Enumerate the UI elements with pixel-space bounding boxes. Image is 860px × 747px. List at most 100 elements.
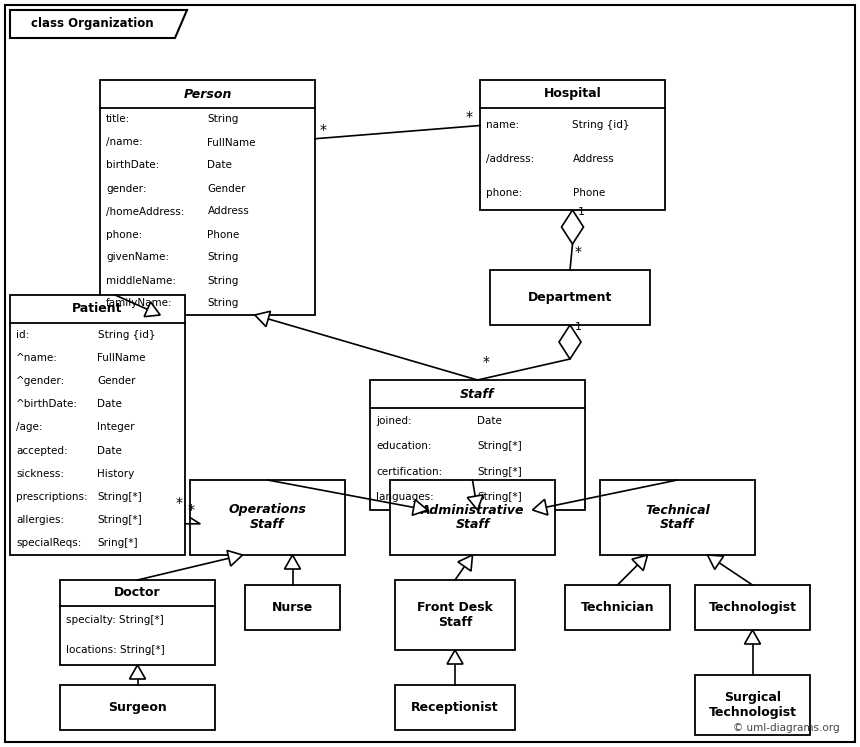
Polygon shape <box>559 325 581 359</box>
Polygon shape <box>562 210 583 244</box>
Text: title:: title: <box>106 114 130 125</box>
Text: String[*]: String[*] <box>477 492 522 502</box>
Text: /homeAddress:: /homeAddress: <box>106 206 184 217</box>
Polygon shape <box>632 555 648 571</box>
Polygon shape <box>447 650 463 664</box>
Bar <box>370 380 585 510</box>
Bar <box>395 685 515 730</box>
Text: ^name:: ^name: <box>16 353 58 363</box>
Text: Patient: Patient <box>72 303 123 315</box>
Polygon shape <box>285 555 300 569</box>
Bar <box>395 580 515 650</box>
Text: Person: Person <box>183 87 231 101</box>
Polygon shape <box>708 555 723 569</box>
Text: phone:: phone: <box>486 188 522 198</box>
Text: givenName:: givenName: <box>106 252 169 262</box>
Text: Surgeon: Surgeon <box>108 701 167 714</box>
Text: FullName: FullName <box>97 353 146 363</box>
Polygon shape <box>130 665 145 679</box>
Text: specialReqs:: specialReqs: <box>16 539 82 548</box>
Bar <box>490 270 650 325</box>
Text: accepted:: accepted: <box>16 446 68 456</box>
Text: /name:: /name: <box>106 137 143 147</box>
Text: specialty: String[*]: specialty: String[*] <box>66 616 163 625</box>
Text: prescriptions:: prescriptions: <box>16 492 88 502</box>
Text: middleName:: middleName: <box>106 276 176 285</box>
Text: name:: name: <box>486 120 519 130</box>
Text: String[*]: String[*] <box>97 515 142 525</box>
Text: Technologist: Technologist <box>709 601 796 614</box>
Polygon shape <box>10 10 187 38</box>
Text: allergies:: allergies: <box>16 515 64 525</box>
Text: Administrative
Staff: Administrative Staff <box>421 503 525 532</box>
Text: Front Desk
Staff: Front Desk Staff <box>417 601 493 629</box>
Text: *: * <box>466 110 473 123</box>
Text: String: String <box>207 299 239 309</box>
Bar <box>60 580 215 665</box>
Text: Address: Address <box>207 206 249 217</box>
Polygon shape <box>458 555 472 571</box>
Text: /age:: /age: <box>16 422 42 433</box>
Text: Technician: Technician <box>580 601 654 614</box>
Text: Date: Date <box>207 161 232 170</box>
Text: *: * <box>482 355 489 369</box>
Text: Surgical
Technologist: Surgical Technologist <box>709 691 796 719</box>
Text: Operations
Staff: Operations Staff <box>229 503 306 532</box>
Text: phone:: phone: <box>106 229 142 240</box>
Text: String[*]: String[*] <box>97 492 142 502</box>
Text: ^gender:: ^gender: <box>16 376 65 386</box>
Text: /address:: /address: <box>486 154 534 164</box>
Text: certification:: certification: <box>376 467 442 477</box>
Text: Receptionist: Receptionist <box>411 701 499 714</box>
Text: String: String <box>207 276 239 285</box>
Text: Gender: Gender <box>207 184 246 193</box>
Polygon shape <box>227 551 243 566</box>
Text: familyName:: familyName: <box>106 299 173 309</box>
Text: ^birthDate:: ^birthDate: <box>16 399 78 409</box>
Text: *: * <box>176 497 183 510</box>
Bar <box>600 480 755 555</box>
Bar <box>100 80 315 315</box>
Bar <box>10 295 185 555</box>
Bar <box>390 480 555 555</box>
Text: 1: 1 <box>575 322 582 332</box>
Polygon shape <box>532 499 548 515</box>
Text: Hospital: Hospital <box>544 87 601 101</box>
Text: gender:: gender: <box>106 184 146 193</box>
Bar <box>60 685 215 730</box>
Bar <box>695 675 810 735</box>
Text: class Organization: class Organization <box>31 17 154 31</box>
Text: Doctor: Doctor <box>114 586 161 599</box>
Text: Staff: Staff <box>460 388 494 400</box>
Text: Nurse: Nurse <box>272 601 313 614</box>
Text: Phone: Phone <box>573 188 605 198</box>
Text: Date: Date <box>97 446 122 456</box>
Text: FullName: FullName <box>207 137 256 147</box>
Text: Date: Date <box>477 416 502 426</box>
Text: 1: 1 <box>578 207 585 217</box>
Polygon shape <box>144 302 160 317</box>
Text: id:: id: <box>16 329 29 340</box>
Text: *: * <box>575 245 582 259</box>
Bar <box>245 585 340 630</box>
Text: *: * <box>188 503 195 517</box>
Text: History: History <box>97 469 135 479</box>
Text: String: String <box>207 252 239 262</box>
Text: Technical
Staff: Technical Staff <box>645 503 710 532</box>
Text: birthDate:: birthDate: <box>106 161 159 170</box>
Polygon shape <box>467 495 483 510</box>
Text: locations: String[*]: locations: String[*] <box>66 645 165 655</box>
Text: sickness:: sickness: <box>16 469 64 479</box>
Text: joined:: joined: <box>376 416 412 426</box>
Text: String[*]: String[*] <box>477 467 522 477</box>
Bar <box>190 480 345 555</box>
Text: © uml-diagrams.org: © uml-diagrams.org <box>734 723 840 733</box>
Text: Department: Department <box>528 291 612 304</box>
Text: Date: Date <box>97 399 122 409</box>
Bar <box>565 585 670 630</box>
Text: Integer: Integer <box>97 422 135 433</box>
Text: String[*]: String[*] <box>477 441 522 451</box>
Text: String {id}: String {id} <box>97 329 155 340</box>
Text: Address: Address <box>573 154 614 164</box>
Text: *: * <box>320 123 327 137</box>
